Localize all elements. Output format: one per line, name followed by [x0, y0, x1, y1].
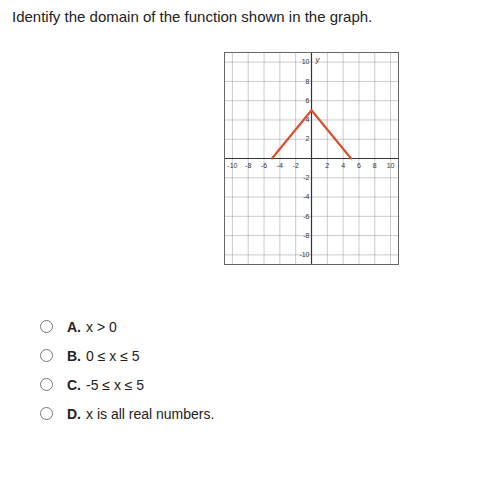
svg-text:4: 4 — [306, 116, 310, 123]
svg-text:-8: -8 — [245, 162, 251, 169]
svg-text:-4: -4 — [303, 193, 309, 200]
svg-text:10: 10 — [387, 162, 395, 169]
svg-text:-6: -6 — [261, 162, 267, 169]
svg-text:-10: -10 — [299, 251, 309, 258]
svg-text:4: 4 — [341, 162, 345, 169]
svg-text:6: 6 — [306, 97, 310, 104]
svg-text:-4: -4 — [277, 162, 283, 169]
svg-text:y: y — [315, 55, 321, 64]
html-text:C. -5 ≤ x ≤ 5: C. -5 ≤ x ≤ 5 — [67, 376, 145, 393]
svg-text:-8: -8 — [303, 232, 309, 239]
svg-text:8: 8 — [306, 78, 310, 85]
svg-text:-10: -10 — [227, 162, 237, 169]
svg-text:10: 10 — [302, 58, 310, 65]
html-text:Identify the domain of the fun: Identify the domain of the function show… — [12, 8, 373, 25]
svg-text:-6: -6 — [303, 213, 309, 220]
svg-text:6: 6 — [357, 162, 361, 169]
html-text:B. 0 ≤ x ≤ 5: B. 0 ≤ x ≤ 5 — [67, 347, 140, 364]
html-text:A. x > 0: A. x > 0 — [67, 318, 117, 335]
svg-text:-2: -2 — [293, 162, 299, 169]
svg-text:-2: -2 — [303, 174, 309, 181]
html-text:D. x is all real numbers.: D. x is all real numbers. — [67, 405, 215, 422]
svg-text:2: 2 — [306, 135, 310, 142]
svg-text:2: 2 — [325, 162, 329, 169]
svg-text:8: 8 — [373, 162, 377, 169]
